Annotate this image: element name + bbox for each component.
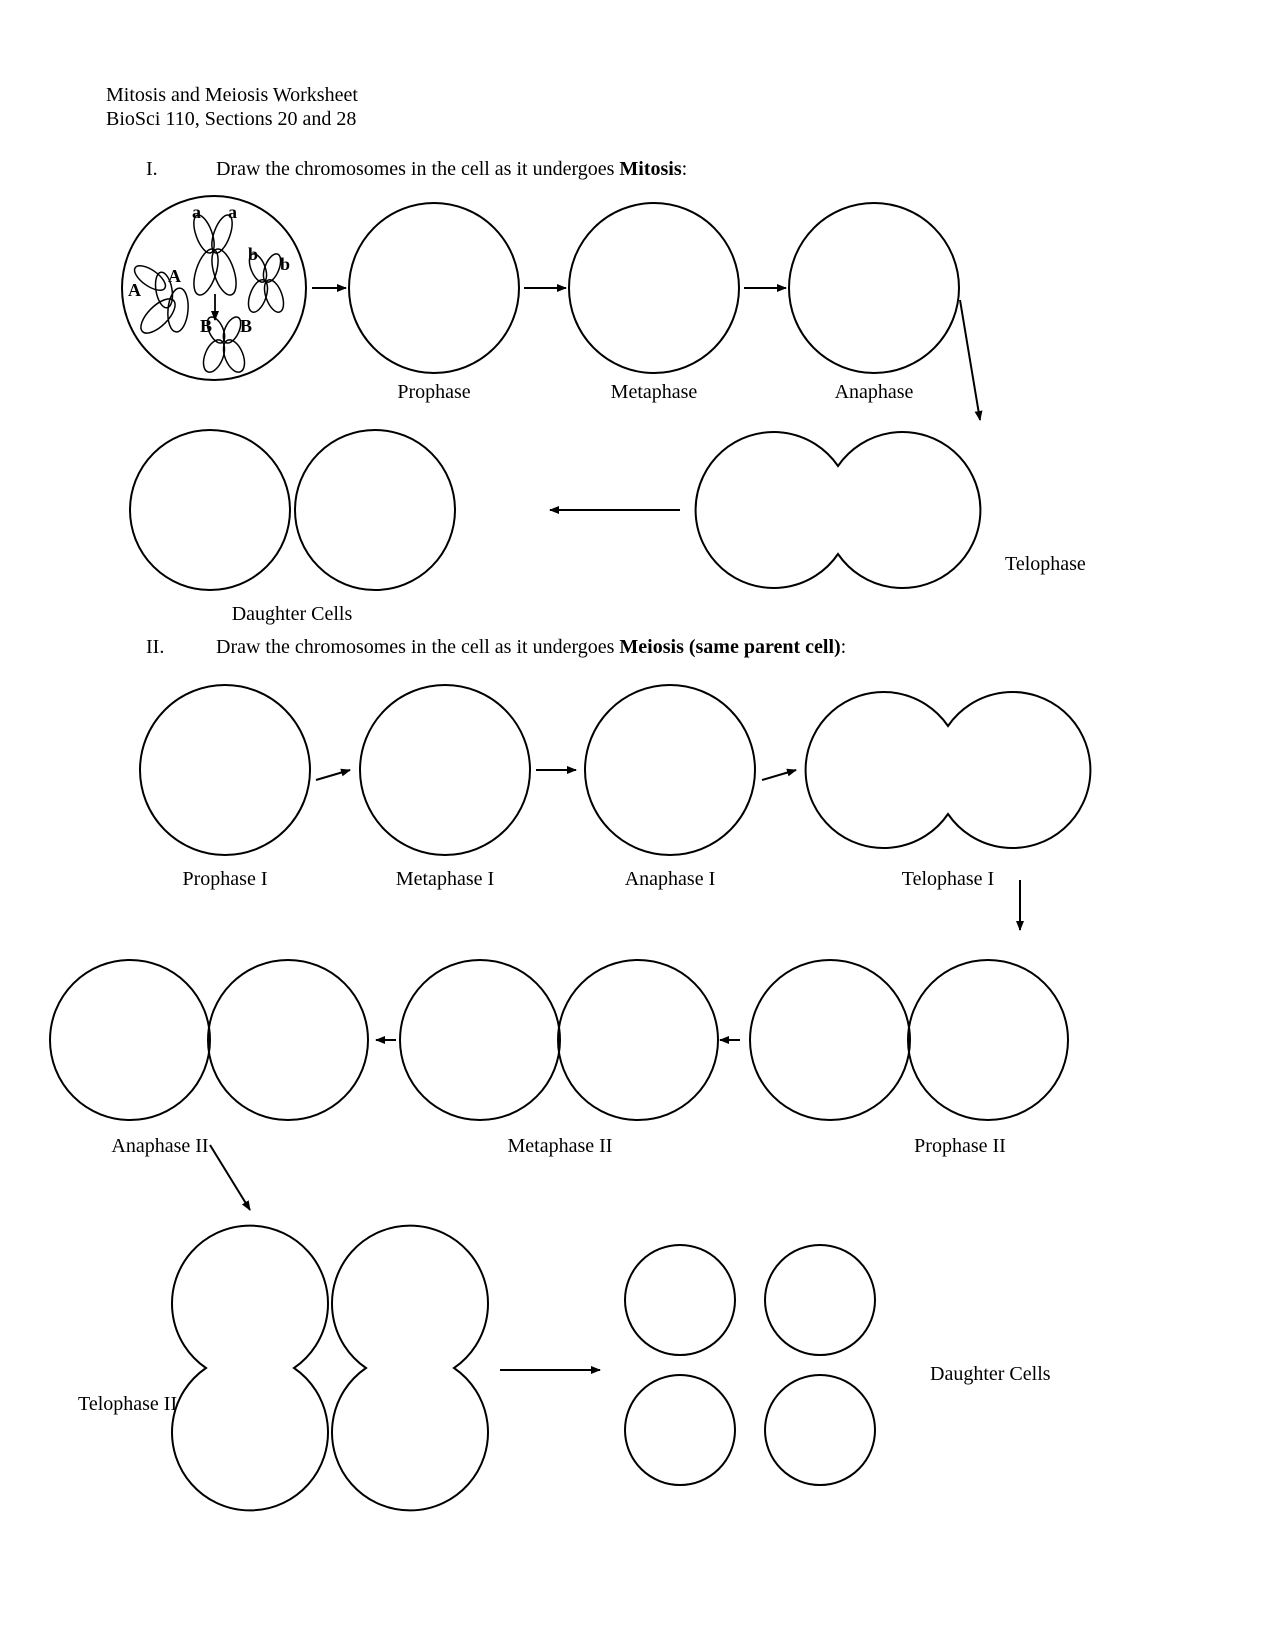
telophase-label: Telophase — [1005, 553, 1086, 575]
anaphase-cell — [789, 203, 959, 373]
prophase2-cell-r — [908, 960, 1068, 1120]
prophase1-label: Prophase I — [183, 868, 268, 890]
prophase2-cell-l — [750, 960, 910, 1120]
label-b2: b — [280, 254, 290, 274]
label-a1: a — [192, 202, 201, 222]
anaphase2-cell-r — [208, 960, 368, 1120]
chromosome-a — [189, 212, 241, 297]
anaphase2-label: Anaphase II — [111, 1135, 208, 1157]
telophase-cell — [696, 432, 981, 588]
label-B2: B — [240, 316, 252, 336]
label-a2: a — [228, 202, 237, 222]
arrow — [762, 770, 796, 780]
arrow — [210, 1145, 250, 1210]
arrows — [210, 288, 1020, 1370]
daughter2-label: Daughter Cells — [930, 1363, 1051, 1385]
label-A2: A — [168, 266, 181, 286]
prophase2-label: Prophase II — [914, 1135, 1006, 1157]
telophase1-cell — [806, 692, 1091, 848]
label-A1: A — [128, 280, 141, 300]
worksheet-page: Mitosis and Meiosis Worksheet BioSci 110… — [0, 0, 1275, 1650]
prophase-label: Prophase — [397, 381, 470, 403]
daughter2-cell-3 — [625, 1375, 735, 1485]
telophase2-label: Telophase II — [78, 1393, 177, 1415]
label-b1: b — [248, 244, 258, 264]
telophase2-cell-l — [172, 1226, 328, 1511]
arrow — [316, 770, 350, 780]
telophase2-cell-r — [332, 1226, 488, 1511]
metaphase-cell — [569, 203, 739, 373]
arrow — [960, 300, 980, 420]
label-B1: B — [200, 316, 212, 336]
prophase-cell — [349, 203, 519, 373]
prophase1-cell — [140, 685, 310, 855]
daughter-cell-2 — [295, 430, 455, 590]
metaphase2-cell-r — [558, 960, 718, 1120]
metaphase-label: Metaphase — [611, 381, 698, 403]
anaphase1-cell — [585, 685, 755, 855]
metaphase2-label: Metaphase II — [508, 1135, 613, 1157]
daughter2-cell-1 — [625, 1245, 735, 1355]
anaphase1-label: Anaphase I — [625, 868, 716, 890]
anaphase-label: Anaphase — [835, 381, 914, 403]
telophase1-label: Telophase I — [902, 868, 994, 890]
diagram-svg: a a b b A A B B Prophase Metaphase Anaph… — [0, 0, 1275, 1650]
daughter2-cell-4 — [765, 1375, 875, 1485]
daughter2-cell-2 — [765, 1245, 875, 1355]
anaphase2-cell-l — [50, 960, 210, 1120]
metaphase1-label: Metaphase I — [396, 868, 494, 890]
metaphase2-cell-l — [400, 960, 560, 1120]
metaphase1-cell — [360, 685, 530, 855]
daughter-label: Daughter Cells — [232, 603, 353, 625]
daughter-cell-1 — [130, 430, 290, 590]
